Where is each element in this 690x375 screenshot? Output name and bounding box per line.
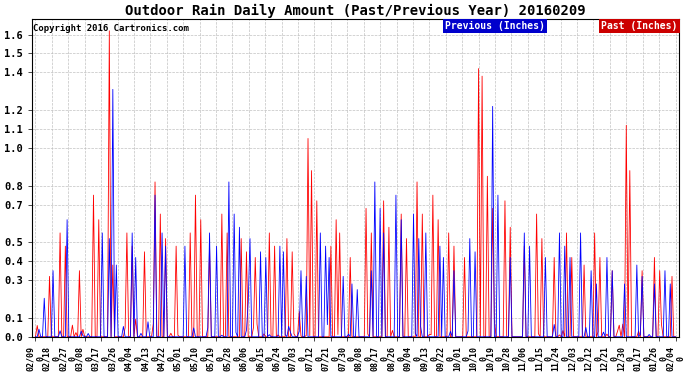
Text: Copyright 2016 Cartronics.com: Copyright 2016 Cartronics.com: [33, 24, 189, 33]
Title: Outdoor Rain Daily Amount (Past/Previous Year) 20160209: Outdoor Rain Daily Amount (Past/Previous…: [125, 4, 586, 18]
Text: Past (Inches): Past (Inches): [602, 21, 678, 31]
Text: Previous (Inches): Previous (Inches): [445, 21, 544, 31]
